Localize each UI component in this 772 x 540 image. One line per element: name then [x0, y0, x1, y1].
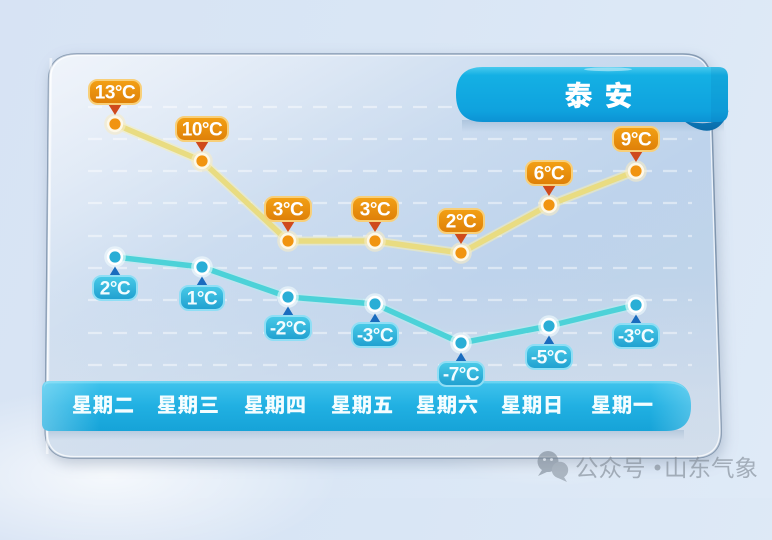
svg-text:3°C: 3°C	[273, 199, 304, 220]
svg-text:2°C: 2°C	[100, 278, 131, 299]
svg-text:-3°C: -3°C	[357, 325, 394, 346]
svg-text:-5°C: -5°C	[531, 347, 568, 368]
svg-text:3°C: 3°C	[360, 199, 391, 220]
svg-text:13°C: 13°C	[95, 82, 136, 103]
svg-text:6°C: 6°C	[534, 163, 565, 184]
svg-text:10°C: 10°C	[182, 119, 223, 140]
svg-text:1°C: 1°C	[187, 288, 218, 309]
svg-text:9°C: 9°C	[621, 129, 652, 150]
svg-text:-3°C: -3°C	[618, 326, 655, 347]
svg-text:2°C: 2°C	[446, 211, 477, 232]
svg-text:-2°C: -2°C	[270, 318, 307, 339]
svg-text:-7°C: -7°C	[443, 364, 480, 385]
